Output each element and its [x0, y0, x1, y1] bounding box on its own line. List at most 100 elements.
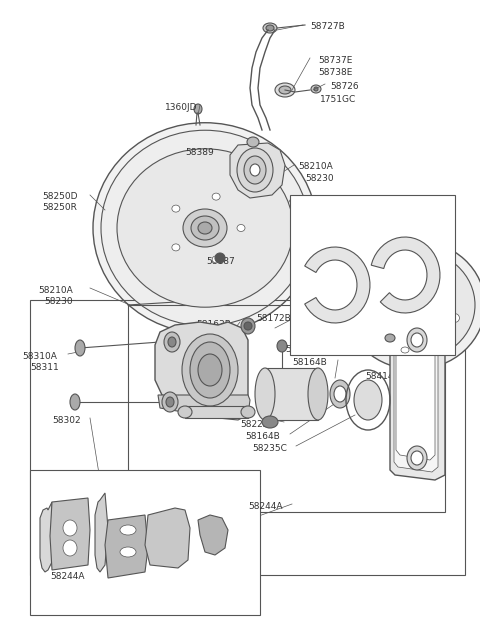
Ellipse shape [244, 156, 266, 184]
Ellipse shape [277, 340, 287, 352]
Polygon shape [40, 502, 52, 572]
Text: 58250D: 58250D [42, 192, 77, 201]
Ellipse shape [93, 123, 317, 333]
Polygon shape [305, 247, 370, 323]
Ellipse shape [244, 322, 252, 330]
Polygon shape [155, 322, 248, 410]
Text: 58221: 58221 [285, 345, 313, 354]
Text: 58230: 58230 [305, 174, 334, 183]
Ellipse shape [408, 338, 419, 347]
Ellipse shape [314, 87, 318, 91]
Ellipse shape [399, 290, 431, 320]
Bar [128, 305, 445, 512]
Ellipse shape [168, 337, 176, 347]
Text: 58210A: 58210A [38, 286, 73, 295]
Ellipse shape [411, 333, 423, 347]
Ellipse shape [178, 406, 192, 418]
Text: 58179: 58179 [192, 408, 221, 417]
Ellipse shape [162, 392, 178, 412]
Ellipse shape [411, 451, 423, 465]
Text: 58164B: 58164B [292, 358, 327, 367]
Text: 58244A: 58244A [50, 572, 84, 581]
Text: 58163B: 58163B [196, 320, 231, 329]
Ellipse shape [190, 342, 230, 398]
Ellipse shape [247, 137, 259, 147]
Text: 58311: 58311 [30, 363, 59, 372]
Ellipse shape [70, 394, 80, 410]
Ellipse shape [198, 222, 212, 234]
Text: 58411D: 58411D [358, 348, 394, 357]
Ellipse shape [386, 269, 396, 278]
Bar [290, 195, 455, 355]
Ellipse shape [166, 397, 174, 407]
Ellipse shape [436, 270, 446, 279]
Ellipse shape [250, 164, 260, 176]
Ellipse shape [407, 298, 423, 312]
Ellipse shape [212, 256, 220, 263]
Polygon shape [198, 515, 228, 555]
Bar [30, 470, 260, 615]
Ellipse shape [311, 85, 321, 93]
Ellipse shape [63, 540, 77, 556]
Ellipse shape [101, 130, 309, 326]
Ellipse shape [262, 416, 278, 428]
Ellipse shape [117, 149, 293, 307]
Polygon shape [394, 323, 438, 472]
Ellipse shape [191, 216, 219, 240]
Text: 1751GC: 1751GC [320, 95, 356, 104]
Ellipse shape [354, 380, 382, 420]
Ellipse shape [241, 318, 255, 334]
Text: 58737E: 58737E [318, 56, 352, 65]
Text: 58250R: 58250R [42, 203, 77, 212]
Ellipse shape [385, 334, 395, 342]
Polygon shape [50, 498, 90, 570]
Ellipse shape [449, 313, 459, 323]
Ellipse shape [182, 334, 238, 406]
Ellipse shape [345, 241, 480, 369]
Ellipse shape [215, 253, 225, 263]
Text: 58230: 58230 [44, 297, 72, 306]
Ellipse shape [401, 347, 409, 353]
Polygon shape [185, 406, 248, 418]
Ellipse shape [263, 23, 277, 33]
Ellipse shape [407, 446, 427, 470]
Polygon shape [265, 368, 318, 420]
Ellipse shape [407, 328, 427, 352]
Polygon shape [158, 395, 250, 420]
Ellipse shape [194, 104, 202, 114]
Text: 58222: 58222 [240, 420, 268, 429]
Ellipse shape [120, 547, 136, 557]
Ellipse shape [370, 311, 380, 320]
Text: 58210A: 58210A [298, 162, 333, 171]
Ellipse shape [241, 406, 255, 418]
Ellipse shape [255, 368, 275, 420]
Polygon shape [390, 315, 445, 480]
Ellipse shape [183, 209, 227, 247]
Ellipse shape [330, 380, 350, 408]
Ellipse shape [120, 525, 136, 535]
Text: 58187: 58187 [206, 257, 235, 266]
Ellipse shape [198, 354, 222, 386]
Text: 58726: 58726 [330, 82, 359, 91]
Text: 58305: 58305 [292, 205, 321, 214]
Ellipse shape [237, 225, 245, 231]
Ellipse shape [275, 83, 295, 97]
Ellipse shape [334, 386, 346, 402]
Polygon shape [371, 237, 440, 313]
Text: 58244A: 58244A [248, 502, 283, 511]
Text: 58727B: 58727B [310, 22, 345, 31]
Ellipse shape [308, 368, 328, 420]
Ellipse shape [355, 250, 475, 360]
Text: 58738E: 58738E [318, 68, 352, 77]
Text: 1360JD: 1360JD [165, 103, 197, 112]
Ellipse shape [266, 25, 274, 31]
Polygon shape [396, 336, 435, 460]
Text: 58302: 58302 [52, 416, 81, 425]
Polygon shape [230, 143, 285, 198]
Text: 58414: 58414 [365, 372, 394, 381]
Ellipse shape [164, 332, 180, 352]
Ellipse shape [387, 279, 443, 331]
Text: 58389: 58389 [185, 148, 214, 157]
Text: 58163B: 58163B [178, 352, 213, 361]
Text: 58172B: 58172B [256, 314, 291, 323]
